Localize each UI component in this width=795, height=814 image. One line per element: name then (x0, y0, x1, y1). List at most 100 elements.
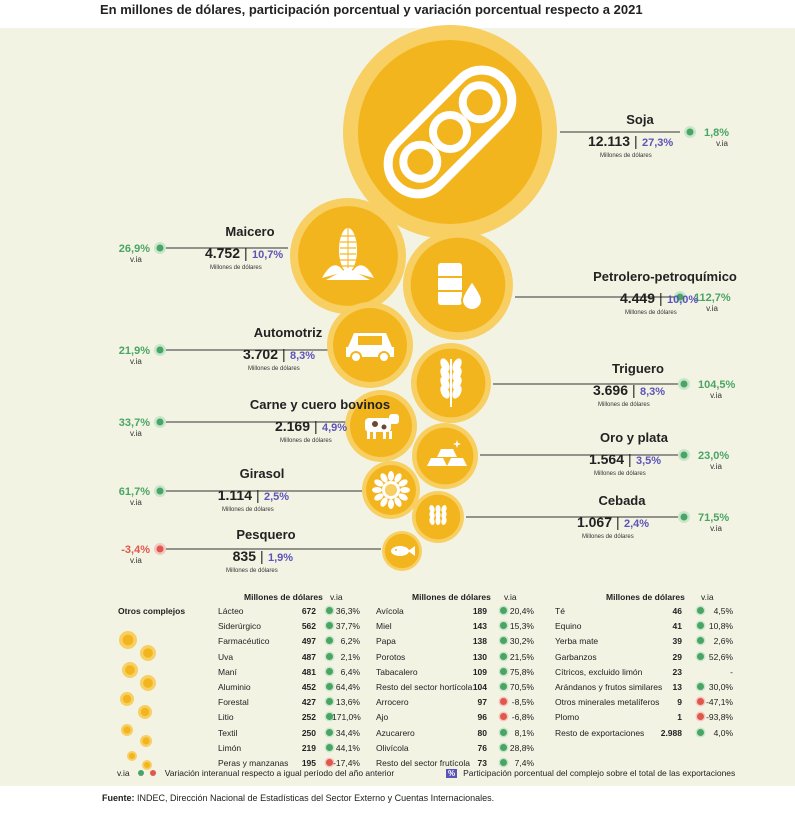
others-via: 70,5% (509, 682, 534, 692)
others-name: Tabacalero (376, 666, 418, 677)
others-name: Yerba mate (555, 636, 599, 647)
others-via: -47,1% (706, 697, 733, 708)
bubble-fish: -3,4%v.ia Pesquero 835 | 1,9% Millones de dól… (121, 527, 422, 574)
via-value: 1,8% (704, 127, 729, 139)
others-name: Resto de exportaciones (555, 727, 645, 738)
others-col-value-header: Millones de dólares (412, 592, 491, 602)
complex-name: Soja (626, 112, 654, 127)
others-name: Uva (218, 651, 234, 662)
others-row: Papa 138 30,2% (0, 634, 795, 648)
others-name: Arándanos y frutos similares (555, 682, 663, 692)
others-value: 80 (477, 727, 487, 738)
others-row: Peras y manzanas 195 -17,4% (0, 756, 795, 770)
others-via: -17,4% (333, 758, 360, 768)
others-name: Garbanzos (555, 651, 597, 662)
others-row: Olivícola 76 28,8% (0, 741, 795, 755)
others-row: Siderúrgico 562 37,7% (0, 619, 795, 633)
complex-value: 835 (233, 548, 257, 564)
others-row: Plomo 1 -93,8% (0, 710, 795, 724)
others-via-dot (500, 683, 507, 690)
others-via-dot (697, 637, 704, 645)
others-via-dot (500, 713, 507, 721)
others-via-dot (500, 652, 507, 660)
via-label: v.ia (130, 429, 142, 438)
others-via: 2,1% (340, 651, 360, 662)
sunflower-icon (372, 471, 410, 509)
complex-name: Automotriz (254, 325, 323, 340)
others-via-dot (326, 743, 333, 751)
via-dot (156, 545, 164, 553)
others-via-dot (500, 743, 507, 751)
others-via-dot (326, 713, 333, 721)
others-via-dot (326, 622, 333, 630)
complex-share: 4,9% (322, 422, 347, 434)
legend-pct-text: Participación porcentual del complejo so… (463, 768, 736, 778)
others-row: Maní 481 6,4% (0, 665, 795, 679)
others-name: Siderúrgico (218, 621, 261, 632)
others-row: Lácteo 672 36,3% (0, 604, 795, 618)
units-label: Millones de dólares (600, 153, 652, 159)
others-via: 28,8% (509, 742, 534, 753)
complex-value: 4.449 (620, 290, 655, 306)
bubble-wheat: 104,5%v.ia Triguero 3.696 | 8,3% Millones de … (411, 343, 736, 423)
value-separator: | (260, 548, 264, 564)
legend-green-dot (137, 770, 144, 776)
bubble-gold-bars: 23,0%v.ia Oro y plata 1.564 | 3,5% Millones d… (412, 423, 729, 489)
complex-share: 27,3% (642, 137, 673, 149)
units-label: Millones de dólares (226, 568, 278, 574)
others-via: 4,0% (713, 727, 733, 738)
others-value: 427 (301, 697, 316, 708)
via-label: v.ia (130, 357, 142, 366)
cow-icon (365, 414, 399, 439)
complex-share: 3,5% (636, 455, 661, 467)
others-via: 15,3% (509, 621, 534, 632)
others-name: Porotos (376, 651, 406, 662)
small-bubble (142, 737, 150, 745)
others-value: 487 (301, 651, 316, 662)
others-value: 497 (301, 636, 316, 647)
complex-share: 10,0% (667, 294, 698, 306)
via-dot (156, 244, 164, 252)
others-via: 21,5% (509, 651, 534, 662)
complex-name: Petrolero-petroquímico (593, 269, 737, 284)
small-bubble (122, 634, 134, 646)
others-via-dot (500, 667, 507, 675)
others-via: 37,7% (335, 621, 360, 632)
via-dot (680, 451, 688, 459)
others-via-dot (326, 759, 333, 766)
value-separator: | (256, 487, 260, 503)
others-row: Litio 252 171,0% (0, 710, 795, 724)
others-via-dot (326, 698, 333, 706)
others-row: Cítricos, excluido limón 23 - (0, 665, 795, 679)
others-via-dot (697, 622, 704, 630)
others-via: - (730, 666, 733, 677)
others-name: Té (555, 606, 565, 616)
via-label: v.ia (130, 255, 142, 264)
units-label: Millones de dólares (598, 402, 650, 408)
complex-name: Triguero (612, 361, 664, 376)
others-via: 75,8% (509, 666, 534, 677)
others-row: Arrocero 97 -8,5% (0, 695, 795, 709)
others-via-dot (500, 607, 507, 614)
others-via: 30,0% (708, 682, 733, 692)
small-bubble (125, 665, 135, 675)
wheat-icon (440, 358, 462, 407)
others-value: 13 (672, 682, 682, 692)
corn-icon (322, 228, 374, 280)
bubble-soy: 1,8%v.ia Soja 12.113 | 27,3% Millones de dóla… (343, 25, 729, 239)
others-row: Arándanos y frutos similares 13 30,0% (0, 680, 795, 694)
others-row: Avícola 189 20,4% (0, 604, 795, 618)
units-label: Millones de dólares (625, 310, 677, 316)
others-name: Aluminio (218, 682, 251, 692)
others-row: Ajo 96 -6,8% (0, 710, 795, 724)
via-value: -3,4% (121, 544, 150, 556)
legend-red-dot (150, 770, 157, 776)
value-separator: | (616, 514, 620, 530)
others-row: Aluminio 452 64,4% (0, 680, 795, 694)
bubble-corn: 26,9%v.ia Maicero 4.752 | 10,7% Millones de d… (119, 198, 406, 314)
others-via-dot (500, 622, 507, 630)
source-text: INDEC, Dirección Nacional de Estadística… (137, 793, 495, 803)
via-value: 112,7% (694, 292, 731, 304)
others-name: Lácteo (218, 606, 244, 616)
